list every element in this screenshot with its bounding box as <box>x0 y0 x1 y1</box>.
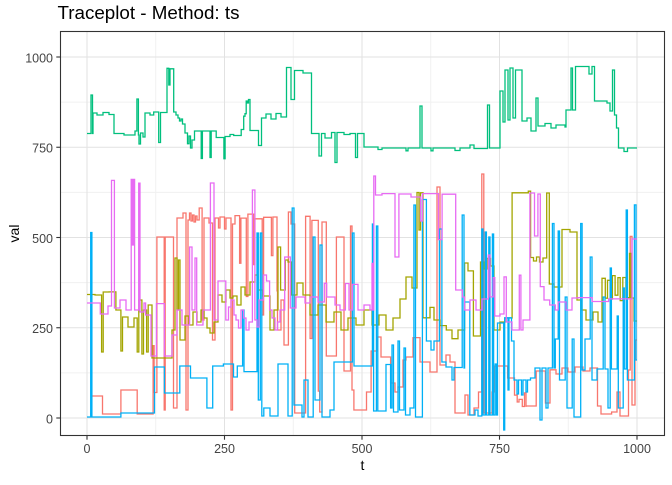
svg-text:500: 500 <box>352 442 373 456</box>
svg-text:0: 0 <box>46 412 53 426</box>
svg-text:250: 250 <box>32 322 53 336</box>
svg-text:250: 250 <box>214 442 235 456</box>
svg-text:1000: 1000 <box>623 442 651 456</box>
svg-text:1000: 1000 <box>25 51 53 65</box>
svg-text:500: 500 <box>32 232 53 246</box>
svg-text:val: val <box>6 225 22 243</box>
svg-text:750: 750 <box>32 142 53 156</box>
svg-text:750: 750 <box>489 442 510 456</box>
svg-text:Traceplot - Method: ts: Traceplot - Method: ts <box>58 2 240 23</box>
svg-text:0: 0 <box>84 442 91 456</box>
svg-text:t: t <box>361 457 365 473</box>
